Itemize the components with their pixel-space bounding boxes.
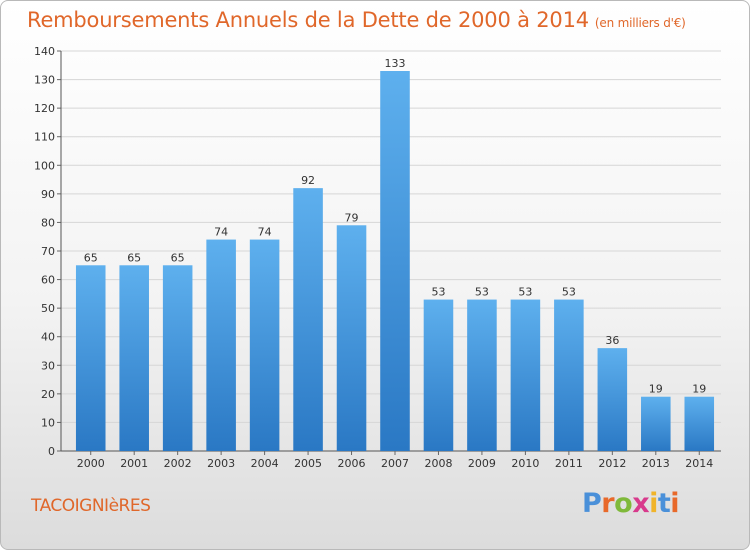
logo-letter: o bbox=[614, 488, 633, 519]
value-label-2001: 65 bbox=[127, 251, 141, 264]
logo-letter: i bbox=[649, 488, 658, 519]
logo-letter: x bbox=[632, 488, 650, 519]
x-tick-label-2005: 2005 bbox=[294, 457, 322, 470]
value-label-2008: 53 bbox=[431, 286, 445, 299]
bar-2011 bbox=[554, 299, 584, 451]
value-label-2003: 74 bbox=[214, 226, 228, 239]
x-tick-label-2006: 2006 bbox=[338, 457, 366, 470]
chart-title-text: Remboursements Annuels de la Dette de 20… bbox=[27, 8, 589, 32]
y-tick-label: 90 bbox=[41, 188, 55, 201]
proxiti-logo[interactable]: Proxiti bbox=[582, 488, 680, 519]
x-tick-label-2013: 2013 bbox=[642, 457, 670, 470]
bar-2009 bbox=[467, 299, 497, 451]
bar-2012 bbox=[597, 348, 628, 451]
value-label-2012: 36 bbox=[605, 334, 619, 347]
x-tick-label-2011: 2011 bbox=[555, 457, 583, 470]
y-tick-label: 70 bbox=[41, 245, 55, 258]
bar-2013 bbox=[641, 396, 671, 451]
y-tick-label: 0 bbox=[48, 445, 55, 458]
bar-2002 bbox=[162, 265, 193, 451]
bar-2007 bbox=[380, 71, 410, 451]
logo-letter: P bbox=[582, 488, 602, 519]
bar-2003 bbox=[206, 239, 236, 451]
value-label-2011: 53 bbox=[562, 286, 576, 299]
value-label-2002: 65 bbox=[171, 251, 185, 264]
x-tick-label-2008: 2008 bbox=[424, 457, 452, 470]
y-tick-label: 120 bbox=[34, 102, 55, 115]
chart-subtitle: (en milliers d'€) bbox=[594, 16, 686, 30]
bar-2001 bbox=[119, 265, 149, 451]
y-tick-label: 40 bbox=[41, 331, 55, 344]
value-label-2005: 92 bbox=[301, 174, 315, 187]
y-tick-label: 10 bbox=[41, 416, 55, 429]
bar-2006 bbox=[336, 225, 367, 451]
x-tick-label-2009: 2009 bbox=[468, 457, 496, 470]
x-tick-label-2003: 2003 bbox=[207, 457, 235, 470]
value-label-2004: 74 bbox=[258, 226, 272, 239]
value-label-2000: 65 bbox=[84, 251, 98, 264]
value-label-2010: 53 bbox=[518, 286, 532, 299]
value-label-2013: 19 bbox=[649, 383, 663, 396]
logo-letter: i bbox=[670, 488, 680, 519]
y-tick-label: 140 bbox=[34, 45, 55, 58]
bar-2010 bbox=[510, 299, 541, 451]
x-tick-label-2000: 2000 bbox=[77, 457, 105, 470]
value-label-2009: 53 bbox=[475, 286, 489, 299]
x-tick-label-2014: 2014 bbox=[685, 457, 713, 470]
value-label-2014: 19 bbox=[692, 383, 706, 396]
town-name: TACOIGNIèRES bbox=[31, 496, 151, 516]
x-tick-label-2007: 2007 bbox=[381, 457, 409, 470]
x-tick-label-2002: 2002 bbox=[164, 457, 192, 470]
x-tick-label-2010: 2010 bbox=[511, 457, 539, 470]
bar-2005 bbox=[293, 188, 323, 451]
bar-2014 bbox=[684, 396, 715, 451]
y-tick-label: 60 bbox=[41, 274, 55, 287]
y-tick-label: 50 bbox=[41, 302, 55, 315]
y-tick-label: 110 bbox=[34, 131, 55, 144]
y-tick-label: 130 bbox=[34, 74, 55, 87]
y-tick-label: 20 bbox=[41, 388, 55, 401]
y-tick-label: 100 bbox=[34, 159, 55, 172]
bar-2004 bbox=[249, 239, 280, 451]
y-tick-label: 30 bbox=[41, 359, 55, 372]
x-tick-label-2001: 2001 bbox=[120, 457, 148, 470]
bar-2008 bbox=[423, 299, 454, 451]
logo-letter: r bbox=[601, 488, 615, 519]
value-label-2007: 133 bbox=[385, 57, 406, 70]
y-tick-label: 80 bbox=[41, 216, 55, 229]
x-tick-label-2004: 2004 bbox=[251, 457, 279, 470]
x-tick-label-2012: 2012 bbox=[598, 457, 626, 470]
logo-letter: t bbox=[657, 488, 671, 519]
bar-2000 bbox=[75, 265, 106, 451]
value-label-2006: 79 bbox=[345, 211, 359, 224]
chart-title: Remboursements Annuels de la Dette de 20… bbox=[27, 8, 686, 32]
